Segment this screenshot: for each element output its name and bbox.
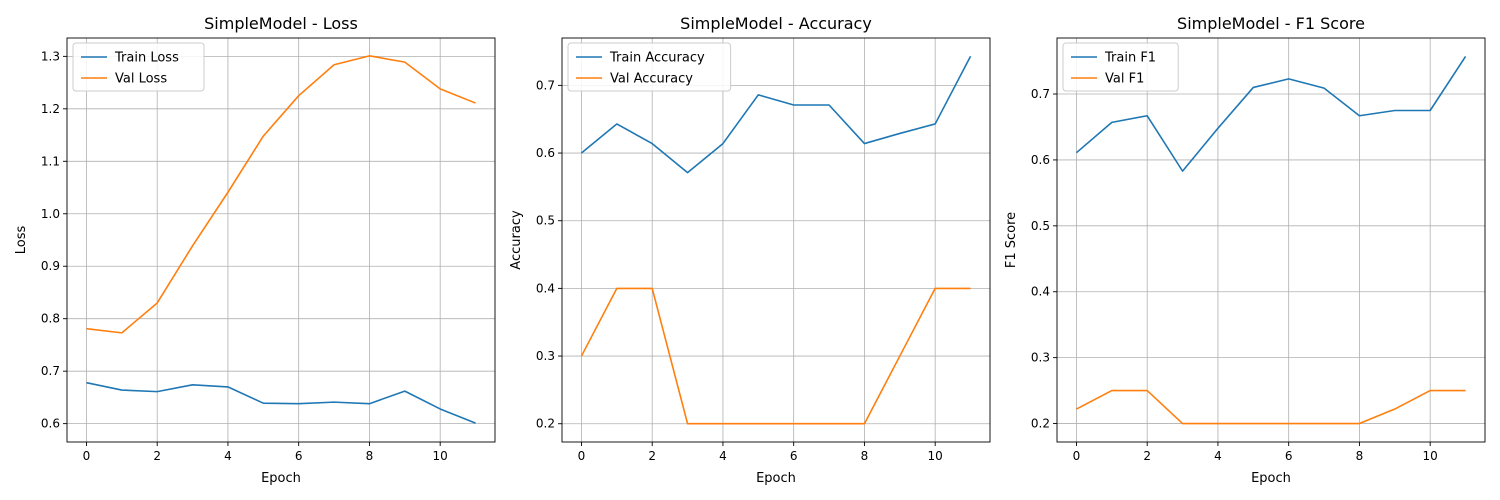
legend-label-1: Train Accuracy: [609, 51, 705, 66]
series-line-1: [1075, 56, 1467, 172]
series-line-1: [580, 55, 972, 174]
x-tick-label: 2: [1143, 449, 1151, 463]
legend-label-2: Val Accuracy: [610, 72, 693, 87]
y-tick-label: 0.4: [1031, 285, 1050, 299]
chart-title: SimpleModel - Loss: [204, 14, 358, 33]
x-tick-label: 2: [648, 449, 656, 463]
x-tick-label: 4: [719, 449, 727, 463]
y-tick-label: 0.5: [1031, 219, 1050, 233]
legend-label-1: Train F1: [1104, 51, 1156, 66]
y-tick-label: 0.2: [536, 417, 555, 431]
x-tick-label: 10: [1423, 449, 1438, 463]
y-axis-label: Loss: [14, 226, 29, 255]
y-tick-label: 0.9: [41, 259, 60, 273]
y-tick-label: 1.3: [41, 49, 60, 63]
x-tick-label: 4: [1214, 449, 1222, 463]
y-tick-label: 0.8: [41, 312, 60, 326]
x-tick-label: 8: [861, 449, 869, 463]
x-tick-label: 6: [790, 449, 798, 463]
y-tick-label: 0.5: [536, 214, 555, 228]
x-tick-label: 0: [83, 449, 91, 463]
series-line-2: [86, 55, 476, 334]
legend-box: [1062, 42, 1179, 92]
chart-panel-1: 0 2 4 6 8 10 0.6 0.7 0.8 0.9 1.0 1.1 1.2 1.3 SimpleMod…: [14, 14, 496, 486]
y-tick-label: 0.7: [536, 78, 555, 92]
x-axis-label: Epoch: [261, 471, 301, 486]
legend-label-1: Train Loss: [114, 51, 179, 66]
series-line-1: [86, 381, 476, 424]
grid: [1057, 38, 1485, 442]
x-tick-label: 2: [153, 449, 161, 463]
x-tick-label: 10: [433, 449, 448, 463]
chart-title: SimpleModel - F1 Score: [1177, 14, 1365, 33]
y-tick-label: 0.7: [1031, 87, 1050, 101]
y-tick-label: 0.6: [41, 417, 60, 431]
y-tick-label: 1.1: [41, 154, 60, 168]
series-line-2: [580, 287, 971, 425]
x-tick-label: 6: [1285, 449, 1293, 463]
y-tick-label: 0.3: [536, 349, 555, 363]
legend: Train Accuracy Val Accuracy: [567, 42, 732, 92]
y-tick-label: 0.3: [1031, 351, 1050, 365]
axes-frame: [561, 37, 991, 443]
x-tick-label: 8: [366, 449, 374, 463]
x-tick-label: 0: [578, 449, 586, 463]
legend-box: [567, 42, 732, 92]
x-tick-label: 8: [1356, 449, 1364, 463]
x-tick-label: 10: [928, 449, 943, 463]
chart-panel-2: 0 2 4 6 8 10 0.2 0.3 0.4 0.5 0.6 0.7 SimpleModel - A…: [509, 14, 991, 486]
legend-box: [72, 42, 205, 92]
chart-panel-3: 0 2 4 6 8 10 0.2 0.3 0.4 0.5 0.6 0.7 SimpleModel - F…: [1004, 14, 1486, 486]
chart-title: SimpleModel - Accuracy: [680, 14, 872, 33]
x-axis-label: Epoch: [1251, 471, 1291, 486]
y-tick-label: 0.2: [1031, 417, 1050, 431]
y-axis-label: F1 Score: [1004, 212, 1019, 268]
y-tick-label: 1.2: [41, 102, 60, 116]
legend: Train Loss Val Loss: [72, 42, 205, 92]
x-axis-label: Epoch: [756, 471, 796, 486]
y-tick-label: 1.0: [41, 207, 60, 221]
grid: [562, 38, 990, 442]
x-tick-label: 6: [295, 449, 303, 463]
y-tick-label: 0.6: [536, 146, 555, 160]
y-tick-label: 0.4: [536, 281, 555, 295]
x-tick-label: 4: [224, 449, 232, 463]
legend: Train F1 Val F1: [1062, 42, 1179, 92]
legend-label-2: Val F1: [1105, 72, 1144, 87]
x-tick-label: 0: [1073, 449, 1081, 463]
legend-label-2: Val Loss: [115, 72, 167, 87]
y-axis-label: Accuracy: [509, 210, 524, 270]
y-tick-label: 0.6: [1031, 153, 1050, 167]
axes-frame: [1056, 37, 1486, 443]
grid: [67, 38, 495, 442]
y-tick-label: 0.7: [41, 364, 60, 378]
series-line-2: [1076, 389, 1466, 425]
axes-frame: [66, 37, 496, 443]
